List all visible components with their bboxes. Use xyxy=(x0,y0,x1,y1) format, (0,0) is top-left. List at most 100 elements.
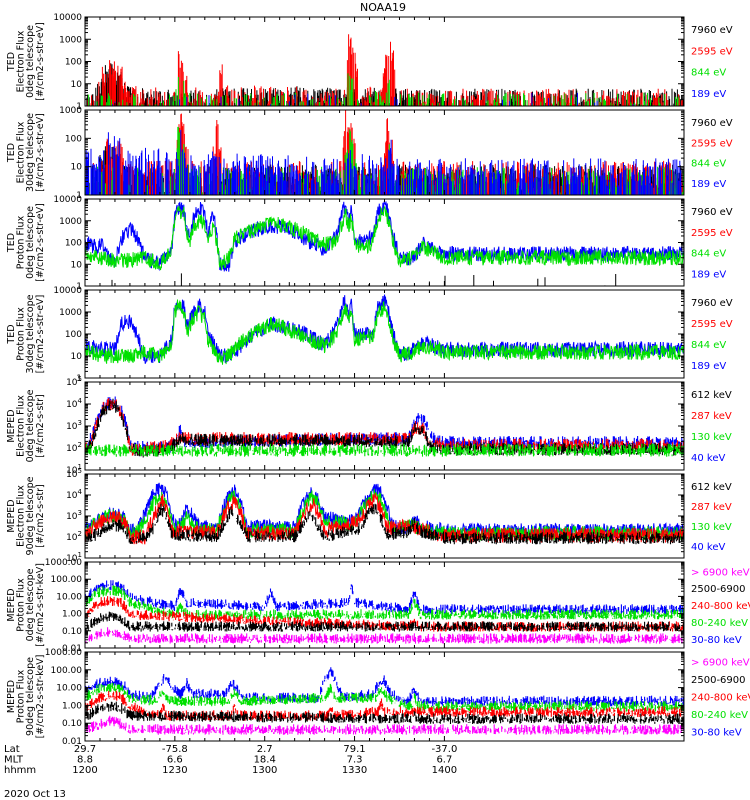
y-axis-label-line: [#/cm2-s-str-eV] xyxy=(35,113,46,192)
y-tick-label: 10 xyxy=(71,352,83,362)
series-magenta-band xyxy=(85,627,684,644)
y-tick-label: 103 xyxy=(66,509,82,522)
series-blue xyxy=(85,201,684,272)
y-tick-label: 104 xyxy=(66,488,82,501)
y-tick-label: 1000 xyxy=(59,106,82,116)
legend-item: 7960 eV xyxy=(691,298,733,309)
series-blue-band xyxy=(85,580,684,615)
legend-item: 30-80 keV xyxy=(691,635,742,646)
series-green-band xyxy=(85,682,684,712)
series-red xyxy=(87,34,683,106)
y-tick-label: 0.10 xyxy=(62,719,82,729)
y-axis-label-line: TED xyxy=(6,143,17,163)
y-tick-label: 1 xyxy=(76,374,82,384)
y-tick-label: 1000 xyxy=(59,35,82,45)
y-axis-label-line: Proton Flux xyxy=(16,578,27,632)
series-black-band xyxy=(85,611,684,632)
y-axis-label-line: TED xyxy=(6,233,17,253)
legend-item: > 6900 keV xyxy=(691,657,750,668)
plot-area xyxy=(85,201,684,286)
plot-area xyxy=(85,294,684,365)
series-magenta xyxy=(85,715,684,735)
date-label: 2020 Oct 13 xyxy=(4,789,66,800)
y-tick-label: 103 xyxy=(66,419,82,432)
y-axis-label-line: TED xyxy=(6,324,17,344)
y-tick-label: 10.00 xyxy=(56,592,82,602)
y-tick-label: 1 xyxy=(76,191,82,201)
y-tick-label: 100 xyxy=(65,134,82,144)
y-axis-label-line: 0deg telescope xyxy=(25,25,36,98)
x-tick-label: -75.8 xyxy=(162,744,188,755)
y-tick-label: 105 xyxy=(66,375,82,388)
plot-area xyxy=(85,667,684,735)
x-tick-label: 6.6 xyxy=(167,755,183,766)
y-tick-label: 1000 xyxy=(59,217,82,227)
legend-item: 612 keV xyxy=(691,390,732,401)
legend-item: 2595 eV xyxy=(691,228,733,239)
series-green xyxy=(85,443,684,457)
y-axis-label-line: 90deg telescope xyxy=(25,657,36,736)
x-tick-label: 8.8 xyxy=(77,755,93,766)
y-axis-label-line: Electron Flux xyxy=(16,121,27,183)
x-tick-label: 7.3 xyxy=(347,755,363,766)
x-tick-label: -37.0 xyxy=(431,744,457,755)
y-tick-label: 102 xyxy=(66,441,82,454)
series-green xyxy=(85,682,684,712)
legend-item: 80-240 keV xyxy=(691,710,748,721)
legend-item: 844 eV xyxy=(691,159,726,170)
y-axis-label-line: [#/cm2-s-str-eV] xyxy=(35,22,46,101)
series-green xyxy=(85,299,684,365)
series-blue xyxy=(85,580,684,615)
panel-meped-proton-0deg: 0.01 0.10 1.00 10.00 100.00 1000.00 MEPEDProto… xyxy=(6,558,750,654)
legend-item: 844 eV xyxy=(691,340,726,351)
legend-item: 30-80 keV xyxy=(691,727,742,738)
y-tick-label: 0.10 xyxy=(62,627,82,637)
legend-item: 130 keV xyxy=(691,432,732,443)
y-axis-label-line: 90deg telescope xyxy=(25,476,36,555)
y-axis-label-line: Proton Flux xyxy=(16,669,27,723)
legend-item: 612 keV xyxy=(691,482,732,493)
legend-item: 844 eV xyxy=(691,249,726,260)
y-tick-label: 1000 xyxy=(59,308,82,318)
series-green-band xyxy=(85,443,684,457)
x-tick-label: 1400 xyxy=(432,765,457,776)
y-axis-label-line: Proton Flux xyxy=(16,215,27,269)
y-axis-label-line: MEPED xyxy=(6,409,17,442)
y-axis-label-line: 0deg telescope xyxy=(25,389,36,462)
x-tick-label: 79.1 xyxy=(343,744,365,755)
y-tick-label: 100 xyxy=(65,239,82,249)
legend-item: 844 eV xyxy=(691,68,726,79)
legend-item: 2500-6900 xyxy=(691,584,746,595)
panel-meped-proton-90deg: 0.01 0.10 1.00 10.00 100.00 1000.00 MEPEDProto… xyxy=(6,648,750,747)
legend-item: > 6900 keV xyxy=(691,567,750,578)
series-red-marks xyxy=(87,34,683,106)
y-axis-label-line: 30deg telescope xyxy=(25,294,36,373)
legend-item: 7960 eV xyxy=(691,118,733,129)
y-tick-label: 1000.00 xyxy=(45,558,82,568)
y-axis-label-line: [#/cm2-s-str] xyxy=(35,394,46,457)
series-blue xyxy=(112,92,640,106)
plot-area xyxy=(85,110,684,195)
series-blue-marks xyxy=(112,92,640,106)
x-row-name: Lat xyxy=(4,744,20,755)
x-tick-label: 1330 xyxy=(342,765,367,776)
x-row-name: hhmm xyxy=(4,765,36,776)
series-black xyxy=(85,611,684,632)
legend-item: 40 keV xyxy=(691,542,725,553)
series-black xyxy=(85,701,684,725)
y-tick-label: 102 xyxy=(66,530,82,543)
y-axis-label-line: MEPED xyxy=(6,588,17,621)
series-magenta-band xyxy=(85,715,684,735)
x-tick-label: 1300 xyxy=(252,765,277,776)
y-tick-label: 10000 xyxy=(53,286,82,296)
x-tick-label: 2.7 xyxy=(257,744,273,755)
legend-item: 2500-6900 xyxy=(691,675,746,686)
legend-item: 240-800 keV xyxy=(691,692,750,703)
plot-area xyxy=(85,580,684,644)
y-axis-label-line: Electron Flux xyxy=(16,485,27,547)
y-tick-label: 1 xyxy=(76,102,82,112)
legend-item: 189 eV xyxy=(691,179,726,190)
